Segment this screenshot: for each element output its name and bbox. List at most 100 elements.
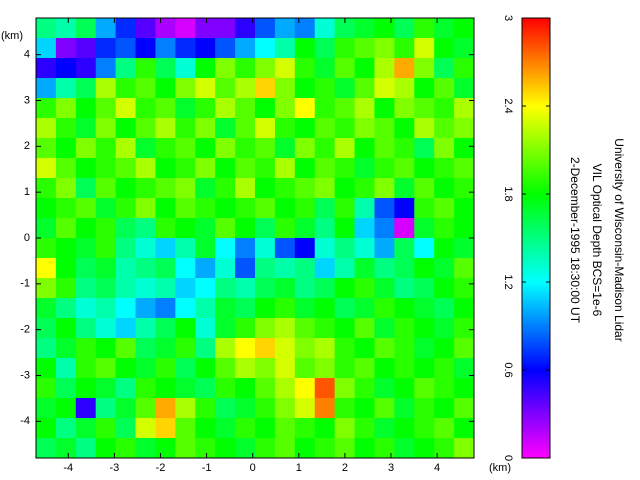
heatmap-cell xyxy=(135,198,156,219)
heatmap-cell xyxy=(115,438,137,459)
heatmap-cell xyxy=(115,318,137,339)
heatmap-cell xyxy=(95,318,117,339)
heatmap-cell xyxy=(414,18,435,39)
heatmap-cell xyxy=(434,358,455,379)
heatmap-cell xyxy=(274,418,296,439)
heatmap-cell xyxy=(434,238,455,259)
heatmap-cell xyxy=(75,158,97,179)
heatmap-cell xyxy=(314,38,336,59)
heatmap-cell xyxy=(75,178,97,199)
heatmap-cell xyxy=(175,198,196,219)
heatmap-cell xyxy=(334,18,356,39)
heatmap-cell xyxy=(135,138,156,159)
heatmap-cell xyxy=(235,158,256,179)
heatmap-cell xyxy=(274,298,296,319)
heatmap-cell xyxy=(55,338,77,359)
heatmap-cell xyxy=(195,18,216,39)
heatmap-cell xyxy=(235,78,256,99)
heatmap-cell xyxy=(314,138,336,159)
heatmap-cell xyxy=(235,438,256,459)
heatmap-cell xyxy=(454,18,475,39)
heatmap-cell xyxy=(75,298,97,319)
heatmap-cell xyxy=(354,338,375,359)
heatmap-cell xyxy=(414,118,435,139)
heatmap-cell xyxy=(255,438,276,459)
heatmap-cell xyxy=(394,238,415,259)
heatmap-cell xyxy=(294,78,316,99)
heatmap-cell xyxy=(95,418,117,439)
heatmap-cell xyxy=(454,258,475,279)
heatmap-cell xyxy=(434,318,455,339)
heatmap-cell xyxy=(195,378,216,399)
heatmap-cell xyxy=(36,358,57,379)
heatmap-cell xyxy=(135,398,156,419)
heatmap-cell xyxy=(215,158,236,179)
heatmap-cell xyxy=(75,98,97,119)
heatmap-cell xyxy=(175,58,196,79)
heatmap-cell xyxy=(36,178,57,199)
heatmap-cell xyxy=(115,118,137,139)
heatmap-cell xyxy=(155,198,176,219)
title-line: VIL Optical Depth BCS=1e-6 xyxy=(590,164,604,317)
heatmap-cell xyxy=(235,238,256,259)
heatmap-cell xyxy=(434,438,455,459)
heatmap-cell xyxy=(175,398,196,419)
heatmap-cell xyxy=(235,258,256,279)
heatmap-cell xyxy=(274,198,296,219)
heatmap-cell xyxy=(354,78,375,99)
colorbar-tick-label: 0 xyxy=(502,455,514,461)
heatmap-cell xyxy=(235,18,256,39)
heatmap-cell xyxy=(75,338,97,359)
heatmap-cell xyxy=(95,298,117,319)
heatmap-cell xyxy=(255,278,276,299)
heatmap-cell xyxy=(334,418,356,439)
heatmap-cell xyxy=(175,298,196,319)
heatmap-cell xyxy=(454,418,475,439)
heatmap-cell xyxy=(55,78,77,99)
heatmap-cell xyxy=(155,398,176,419)
y-tick-label: -3 xyxy=(20,369,30,381)
heatmap-cell xyxy=(195,38,216,59)
heatmap-cell xyxy=(394,378,415,399)
heatmap-cell xyxy=(414,258,435,279)
heatmap-cell xyxy=(374,18,395,39)
heatmap-cell xyxy=(195,138,216,159)
heatmap-cell xyxy=(115,78,137,99)
heatmap-cell xyxy=(55,358,77,379)
heatmap-cell xyxy=(235,318,256,339)
heatmap-cell xyxy=(36,378,57,399)
heatmap-cell xyxy=(95,218,117,239)
heatmap-cell xyxy=(195,338,216,359)
heatmap-cell xyxy=(235,118,256,139)
colorbar-tick-label: 1.8 xyxy=(502,186,514,201)
heatmap-cell xyxy=(314,158,336,179)
heatmap-cell xyxy=(394,258,415,279)
heatmap-cell xyxy=(394,338,415,359)
heatmap-cell xyxy=(36,298,57,319)
heatmap-cell xyxy=(374,38,395,59)
heatmap-cell xyxy=(175,178,196,199)
heatmap-cell xyxy=(235,178,256,199)
heatmap-cell xyxy=(215,78,236,99)
heatmap-cell xyxy=(314,378,336,399)
heatmap-cell xyxy=(454,378,475,399)
heatmap-cell xyxy=(235,98,256,119)
heatmap-cell xyxy=(215,438,236,459)
heatmap-cell xyxy=(36,258,57,279)
heatmap-cell xyxy=(175,438,196,459)
heatmap-cell xyxy=(374,78,395,99)
heatmap-cell xyxy=(155,258,176,279)
heatmap-cell xyxy=(294,318,316,339)
heatmap-cell xyxy=(294,118,316,139)
heatmap-cell xyxy=(314,98,336,119)
heatmap-cell xyxy=(414,238,435,259)
heatmap-cell xyxy=(215,398,236,419)
heatmap-cell xyxy=(314,178,336,199)
heatmap-cell xyxy=(434,98,455,119)
heatmap-cell xyxy=(294,438,316,459)
heatmap-cell xyxy=(215,98,236,119)
x-tick-label: -2 xyxy=(156,462,166,474)
heatmap-cell xyxy=(95,358,117,379)
heatmap-cell xyxy=(75,278,97,299)
